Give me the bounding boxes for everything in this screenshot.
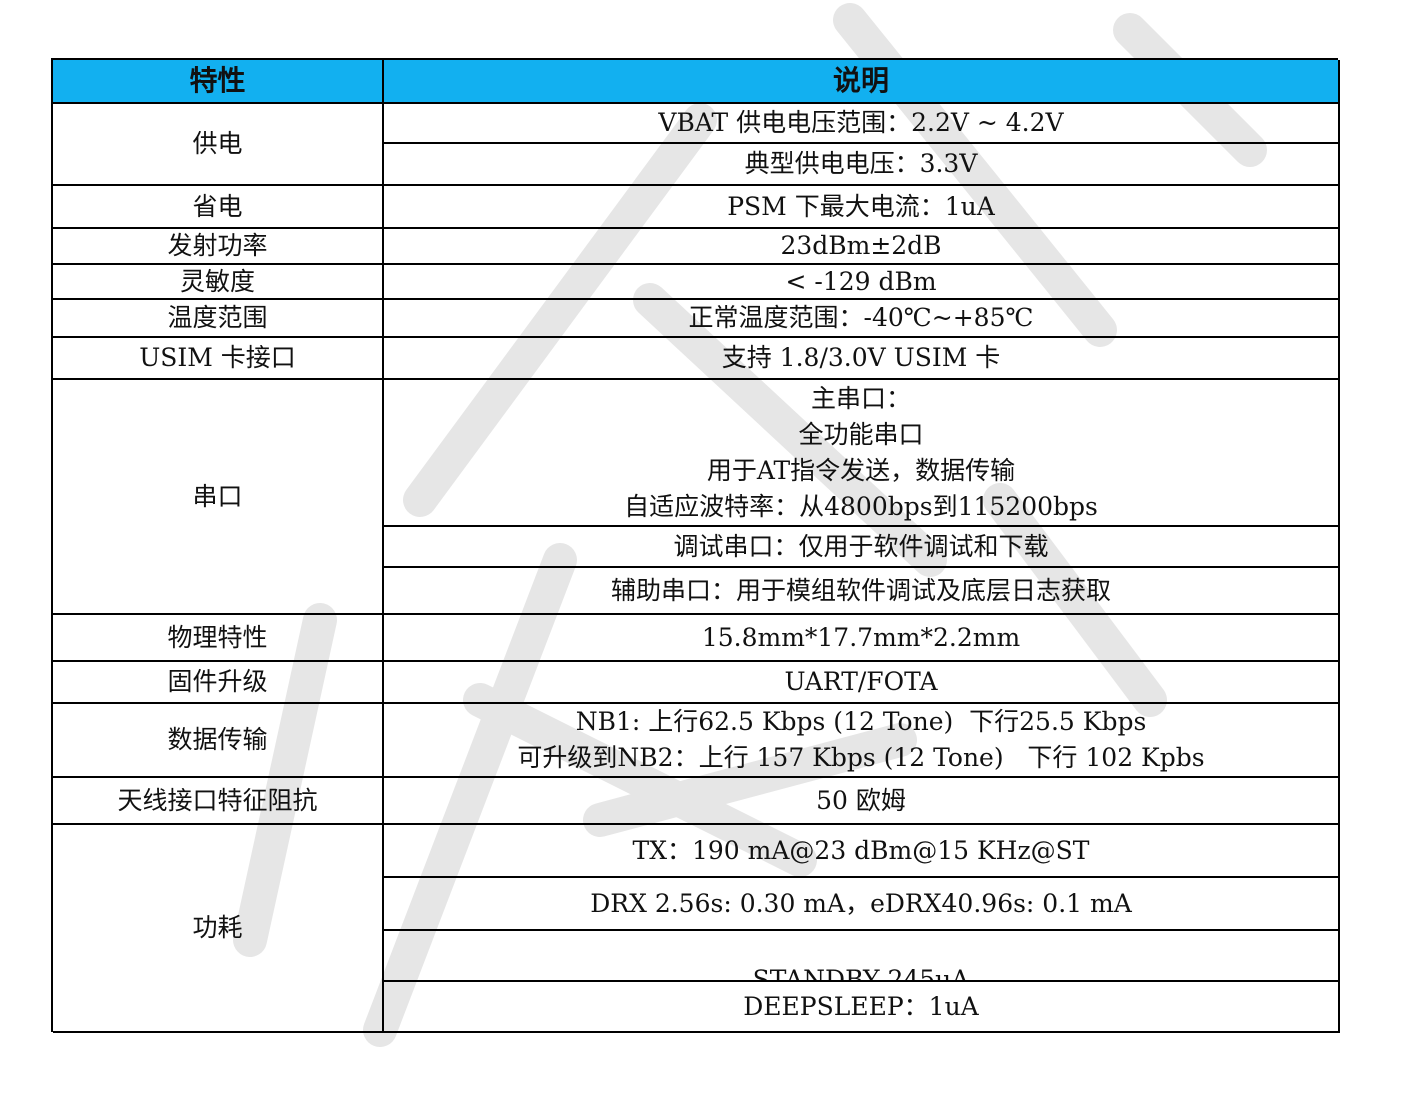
detail-text: 全功能串口 bbox=[798, 419, 924, 449]
header-text: 说明 bbox=[832, 64, 889, 97]
feature-cell: 供电 bbox=[53, 104, 384, 186]
feature-cell: 省电 bbox=[53, 186, 384, 229]
detail-cell: 典型供电电压：3.3V bbox=[384, 144, 1340, 186]
detail-cell: 正常温度范围：-40℃~+85℃ bbox=[384, 300, 1340, 338]
detail-text: 自适应波特率：从4800bps到115200bps bbox=[624, 491, 1098, 521]
header-cell: 说明 bbox=[384, 60, 1340, 104]
feature-cell: 固件升级 bbox=[53, 662, 384, 704]
feature-text: 固件升级 bbox=[167, 667, 268, 696]
detail-text: 辅助串口：用于模组软件调试及底层日志获取 bbox=[610, 575, 1111, 605]
detail-cell: 主串口： 全功能串口用于AT指令发送，数据传输自适应波特率：从4800bps到11… bbox=[384, 380, 1340, 527]
detail-text: VBAT 供电电压范围：2.2V ~ 4.2V bbox=[658, 108, 1064, 137]
detail-text: DRX 2.56s: 0.30 mA，eDRX40.96s: 0.1 mA bbox=[590, 888, 1132, 918]
feature-cell: USIM 卡接口 bbox=[53, 338, 384, 380]
header-cell: 特性 bbox=[53, 60, 384, 104]
detail-cell: NB1: 上行62.5 Kbps (12 Tone) 下行25.5 Kbps 可升… bbox=[384, 704, 1340, 778]
detail-cell: 50 欧姆 bbox=[384, 778, 1340, 825]
feature-text: 灵敏度 bbox=[179, 266, 255, 296]
detail-cell: 支持 1.8/3.0V USIM 卡 bbox=[384, 338, 1340, 380]
detail-text: 用于AT指令发送，数据传输 bbox=[706, 455, 1016, 485]
detail-text: PSM 下最大电流：1uA bbox=[727, 191, 995, 221]
detail-text: 正常温度范围：-40℃~+85℃ bbox=[688, 303, 1034, 332]
feature-text: 供电 bbox=[192, 129, 243, 158]
detail-cell: TX：190 mA@23 dBm@15 KHz@ST bbox=[384, 825, 1340, 878]
detail-text: 可升级到NB2：上行 157 Kbps (12 Tone) 下行 102 Kpb… bbox=[517, 743, 1205, 772]
detail-cell: STANDBY 245uA bbox=[384, 931, 1340, 982]
detail-text: TX：190 mA@23 dBm@15 KHz@ST bbox=[632, 835, 1090, 865]
feature-cell: 天线接口特征阻抗 bbox=[53, 778, 384, 825]
feature-cell: 数据传输 bbox=[53, 704, 384, 778]
feature-text: 功耗 bbox=[192, 913, 243, 942]
feature-text: 发射功率 bbox=[167, 231, 268, 260]
detail-cell: DRX 2.56s: 0.30 mA，eDRX40.96s: 0.1 mA bbox=[384, 878, 1340, 931]
detail-text: DEEPSLEEP：1uA bbox=[743, 991, 979, 1021]
detail-text: 典型供电电压：3.3V bbox=[744, 149, 978, 178]
detail-text: 50 欧姆 bbox=[816, 785, 906, 815]
detail-text: < -129 dBm bbox=[785, 266, 937, 296]
detail-text: 支持 1.8/3.0V USIM 卡 bbox=[721, 343, 1001, 372]
feature-cell: 串口 bbox=[53, 380, 384, 615]
feature-cell: 灵敏度 bbox=[53, 265, 384, 300]
feature-text: 温度范围 bbox=[167, 303, 268, 332]
detail-cell: VBAT 供电电压范围：2.2V ~ 4.2V bbox=[384, 104, 1340, 144]
detail-cell: 23dBm±2dB bbox=[384, 229, 1340, 265]
detail-cell: 调试串口：仅用于软件调试和下载 bbox=[384, 527, 1340, 568]
detail-text: 调试串口：仅用于软件调试和下载 bbox=[673, 531, 1049, 561]
detail-text: 主串口： bbox=[810, 383, 911, 413]
feature-text: 串口 bbox=[192, 481, 243, 511]
feature-cell: 发射功率 bbox=[53, 229, 384, 265]
feature-text: 天线接口特征阻抗 bbox=[117, 785, 318, 815]
detail-text: 15.8mm*17.7mm*2.2mm bbox=[701, 622, 1021, 652]
feature-cell: 功耗 bbox=[53, 825, 384, 1033]
detail-cell: 15.8mm*17.7mm*2.2mm bbox=[384, 615, 1340, 662]
feature-text: USIM 卡接口 bbox=[139, 343, 296, 372]
detail-cell: UART/FOTA bbox=[384, 662, 1340, 704]
feature-text: 省电 bbox=[192, 191, 243, 221]
detail-cell: PSM 下最大电流：1uA bbox=[384, 186, 1340, 229]
detail-text: 23dBm±2dB bbox=[780, 231, 942, 260]
detail-cell: DEEPSLEEP：1uA bbox=[384, 982, 1340, 1033]
detail-cell: 辅助串口：用于模组软件调试及底层日志获取 bbox=[384, 568, 1340, 615]
detail-text: UART/FOTA bbox=[784, 667, 938, 696]
feature-text: 数据传输 bbox=[167, 725, 268, 754]
detail-text: STANDBY 245uA bbox=[752, 965, 970, 982]
detail-cell: < -129 dBm bbox=[384, 265, 1340, 300]
feature-text: 物理特性 bbox=[167, 622, 268, 652]
detail-text: NB1: 上行62.5 Kbps (12 Tone) 下行25.5 Kbps bbox=[575, 707, 1147, 736]
feature-cell: 物理特性 bbox=[53, 615, 384, 662]
feature-cell: 温度范围 bbox=[53, 300, 384, 338]
spec-table: 特性 说明供电 VBAT 供电电压范围：2.2V ~ 4.2V 典型供电电压：3.3V… bbox=[51, 58, 1340, 1033]
header-text: 特性 bbox=[189, 64, 246, 97]
